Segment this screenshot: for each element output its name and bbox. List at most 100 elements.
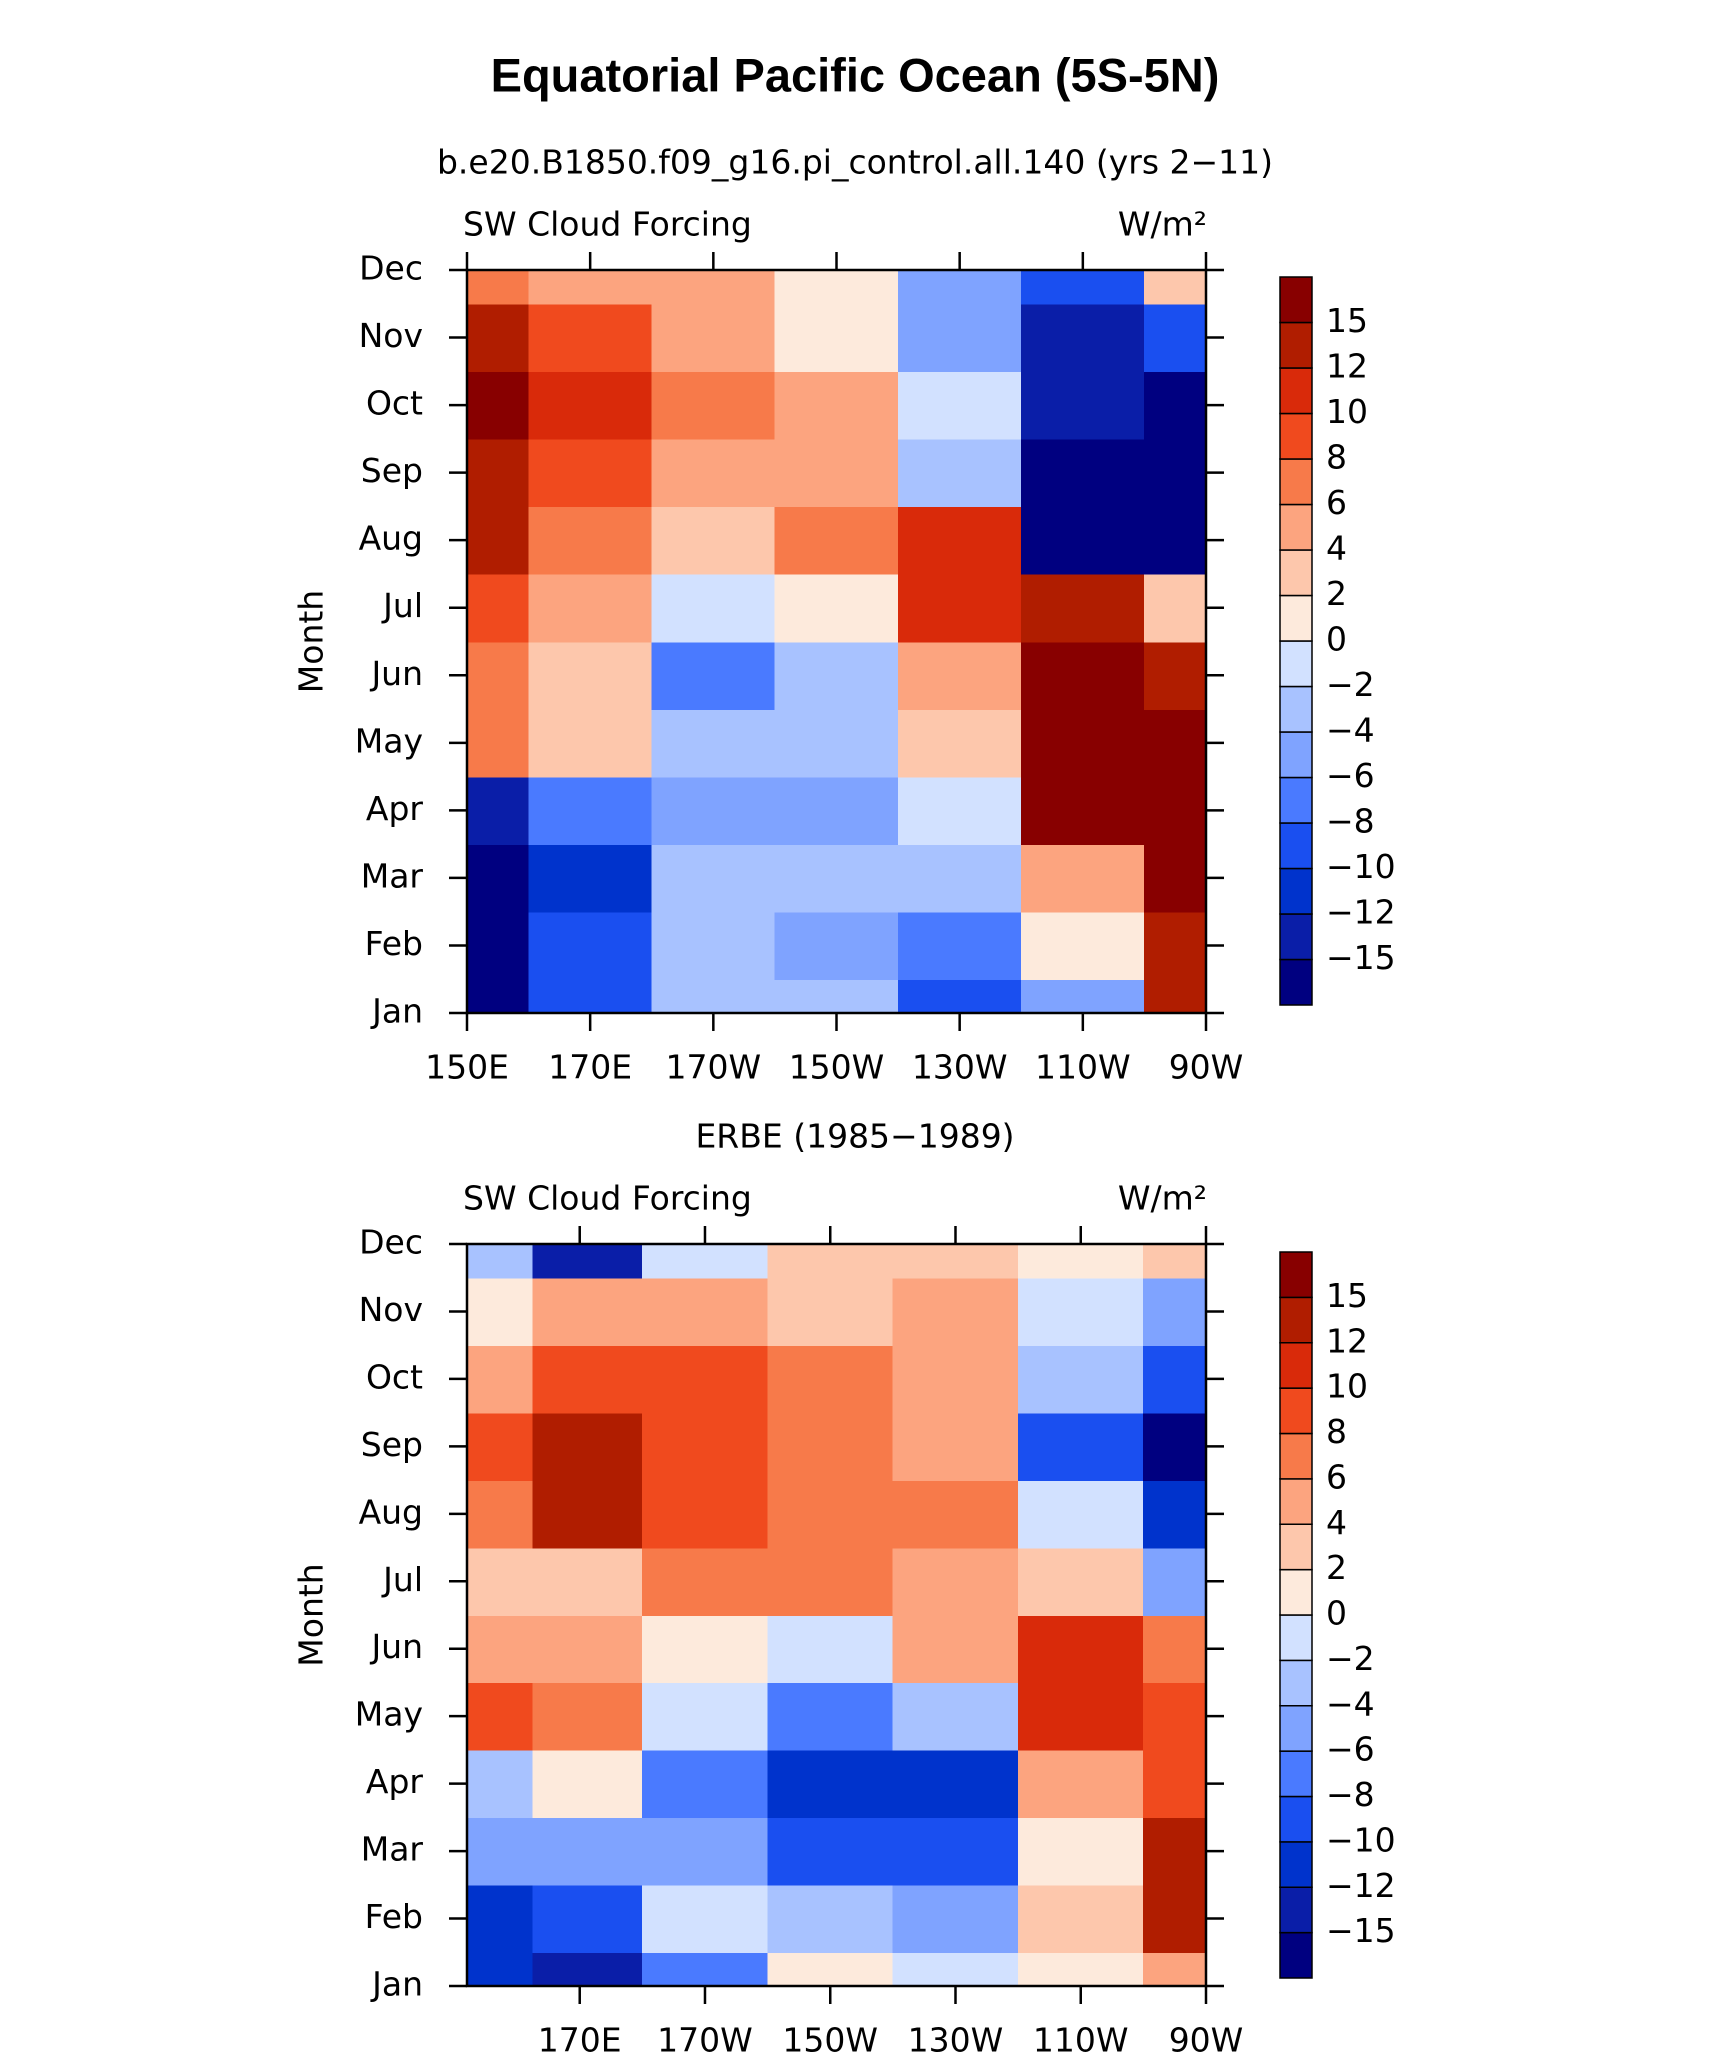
colorbar-label: −4 <box>1326 1684 1375 1723</box>
cell <box>528 978 653 1014</box>
cell <box>466 371 530 440</box>
colorbar-box <box>1279 1614 1313 1662</box>
cell <box>1143 1547 1207 1616</box>
cell <box>651 506 776 575</box>
colorbar-box <box>1279 685 1313 733</box>
colorbar-label: −10 <box>1326 1820 1396 1859</box>
colorbar-label: 8 <box>1326 1412 1347 1451</box>
cell <box>767 1277 894 1346</box>
cell <box>892 1547 1019 1616</box>
colorbar-label: 4 <box>1326 529 1347 568</box>
cell <box>532 1614 644 1684</box>
colorbar-box <box>1279 594 1313 642</box>
colorbar-label: 10 <box>1326 392 1368 431</box>
cell <box>767 1412 894 1481</box>
cell <box>651 641 776 710</box>
cell <box>1017 1479 1145 1549</box>
cell <box>651 911 776 980</box>
colorbar-label: −10 <box>1326 847 1396 886</box>
cell <box>897 978 1022 1014</box>
cell <box>1021 978 1146 1014</box>
cell <box>1144 911 1207 980</box>
cell <box>767 1547 894 1616</box>
colorbar-box <box>1279 913 1313 961</box>
cell <box>1021 506 1146 575</box>
colorbar-box <box>1279 731 1313 779</box>
cell <box>1144 269 1207 305</box>
cell <box>466 1479 534 1549</box>
y-axis-label: Month <box>292 590 331 693</box>
cell <box>897 506 1022 575</box>
colorbar-box <box>1279 1931 1313 1979</box>
colorbar-label: −12 <box>1326 893 1396 932</box>
y-tick-label: Nov <box>359 1290 423 1329</box>
cell <box>1143 1884 1207 1954</box>
y-tick-label: Sep <box>361 1425 423 1464</box>
colorbar-label: 15 <box>1326 301 1368 340</box>
cell <box>466 978 530 1014</box>
cell <box>651 573 776 643</box>
colorbar-label: −2 <box>1326 665 1375 704</box>
cell <box>767 1952 894 1987</box>
cell <box>466 1952 534 1987</box>
cell <box>897 708 1022 778</box>
y-tick-label: Mar <box>361 856 424 895</box>
cell <box>892 1749 1019 1819</box>
x-tick-label: 170E <box>548 1048 632 1087</box>
cell <box>1143 1749 1207 1819</box>
cell <box>774 371 899 440</box>
colorbar-label: 12 <box>1326 347 1368 386</box>
cell <box>642 1344 769 1414</box>
cell <box>892 1952 1019 1987</box>
cell <box>466 1682 534 1751</box>
colorbar-label: 0 <box>1326 1594 1347 1633</box>
cell <box>1021 708 1146 778</box>
colorbar-label: −8 <box>1326 1775 1375 1814</box>
cell <box>1021 438 1146 508</box>
cell <box>1017 1749 1145 1819</box>
cell <box>528 438 653 508</box>
cell <box>767 1884 894 1954</box>
cell <box>1143 1344 1207 1414</box>
cell <box>1143 1952 1207 1987</box>
colorbar-label: 12 <box>1326 1321 1368 1360</box>
y-tick-label: May <box>355 721 423 760</box>
y-tick-label: Apr <box>366 789 424 828</box>
cell <box>1021 303 1146 373</box>
cell <box>767 1682 894 1751</box>
x-tick-label: 150E <box>425 1048 509 1087</box>
colorbar-box <box>1279 321 1313 369</box>
cell <box>466 1547 534 1616</box>
cell <box>466 641 530 710</box>
y-tick-label: Oct <box>366 384 423 423</box>
cell <box>651 978 776 1014</box>
cell <box>642 1479 769 1549</box>
y-tick-label: Jul <box>381 1560 423 1599</box>
cell <box>532 1682 644 1751</box>
x-tick-label: 170W <box>657 2021 753 2060</box>
y-tick-label: May <box>355 1695 423 1734</box>
cell <box>1017 1243 1145 1279</box>
cell <box>532 1412 644 1481</box>
y-tick-label: Nov <box>359 316 423 355</box>
x-tick-label: 90W <box>1169 2021 1244 2060</box>
colorbar-box <box>1279 1432 1313 1480</box>
cell <box>532 1749 644 1819</box>
cell <box>897 371 1022 440</box>
cell <box>532 1344 644 1414</box>
cell <box>1143 1412 1207 1481</box>
cell <box>528 911 653 980</box>
colorbar-label: −4 <box>1326 711 1375 750</box>
colorbar-box <box>1279 412 1313 460</box>
cell <box>642 1243 769 1279</box>
cell <box>466 438 530 508</box>
colorbar-box <box>1279 776 1313 824</box>
cell <box>642 1884 769 1954</box>
colorbar-label: −6 <box>1326 756 1375 795</box>
cell <box>466 1344 534 1414</box>
cell <box>774 269 899 305</box>
cell <box>774 506 899 575</box>
cell <box>1021 911 1146 980</box>
x-tick-label: 130W <box>908 2021 1004 2060</box>
y-tick-label: Feb <box>365 1897 423 1936</box>
